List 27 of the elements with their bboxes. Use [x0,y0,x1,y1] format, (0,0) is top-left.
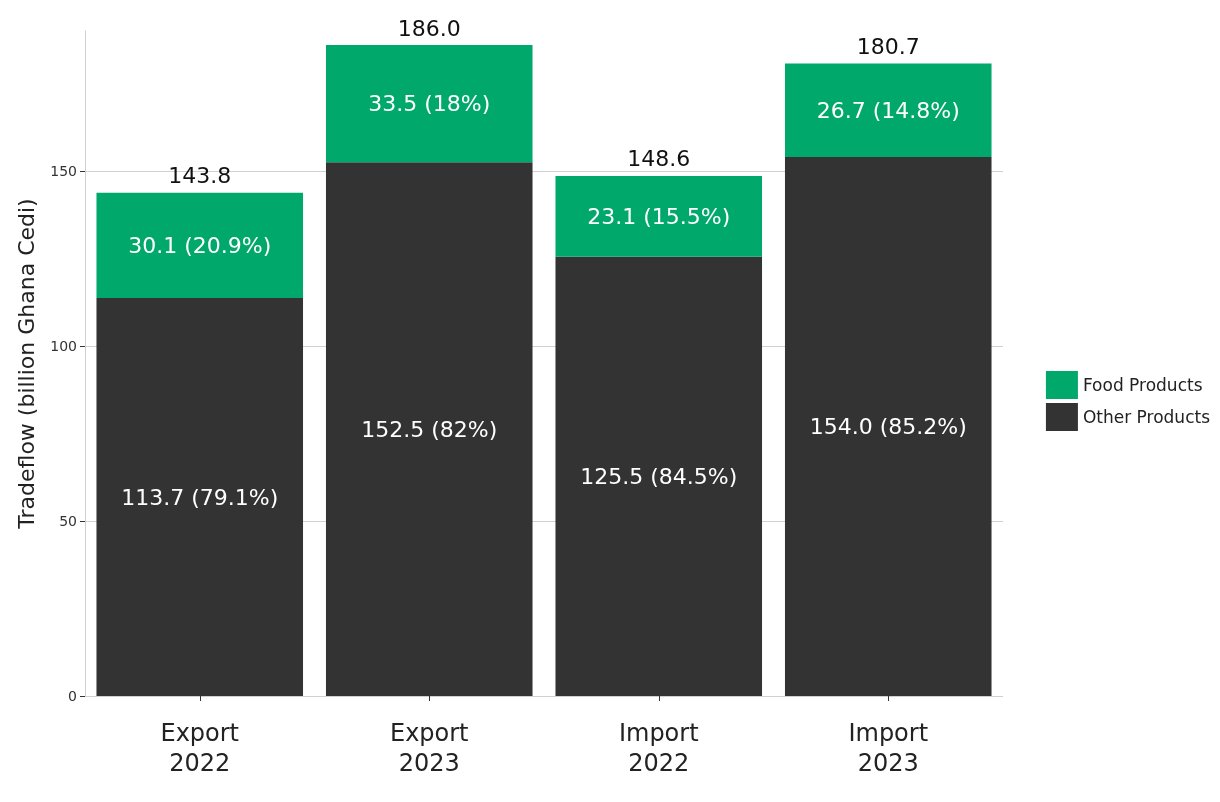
x-tick-label: Export 2023 [389,719,469,777]
y-tick-label: 100 [50,338,77,354]
data-label: 23.1 (15.5%) [587,203,731,229]
total-label: 180.7 [856,34,920,60]
bar [325,45,533,163]
legend-label: Other Products [1082,407,1211,427]
data-label: 125.5 (84.5%) [580,463,738,489]
y-tick-label: 150 [50,163,77,179]
y-axis-title: Tradeflow (billion Ghana Cedi) [13,198,39,530]
y-tick-label: 0 [68,688,77,704]
total-label: 148.6 [627,146,691,172]
data-label: 26.7 (14.8%) [816,97,960,123]
legend-label: Food Products [1082,375,1203,395]
x-tick-label: Import 2022 [618,719,699,777]
total-label: 143.8 [168,163,232,189]
data-label: 30.1 (20.9%) [128,232,272,258]
x-tick-label: Import 2023 [848,719,929,777]
data-label: 113.7 (79.1%) [121,484,279,510]
total-label: 186.0 [397,15,461,41]
bar [555,175,763,257]
x-tick-label: Export 2022 [160,719,240,777]
y-tick-label: 50 [59,513,77,529]
data-label: 33.5 (18%) [368,91,491,117]
bar [96,192,304,299]
data-label: 154.0 (85.2%) [809,414,967,439]
bar [784,63,992,157]
data-label: 152.5 (82%) [361,416,498,442]
